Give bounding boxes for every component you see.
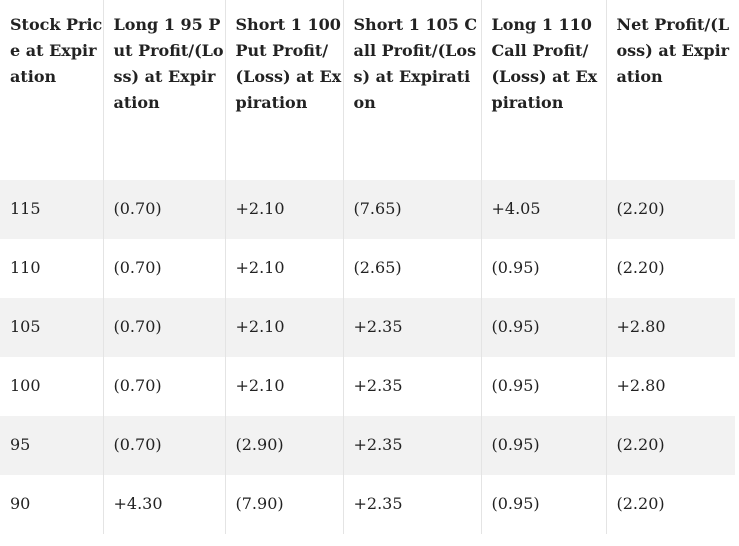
table-cell: 95: [0, 416, 103, 475]
table-cell: (0.70): [102, 298, 225, 357]
table-cell: 115: [0, 180, 103, 239]
table-cell: +2.10: [224, 357, 343, 416]
table-cell: (2.65): [342, 239, 481, 298]
header-long-95-put: Long 1 95 Put Profit/(Loss) at Expiratio…: [102, 0, 225, 180]
table-row: 110 (0.70) +2.10 (2.65) (0.95) (2.20): [0, 239, 735, 298]
table-cell: (0.70): [102, 357, 225, 416]
table-cell: (2.20): [605, 416, 735, 475]
payoff-table: Stock Price at Expiration Long 1 95 Put …: [0, 0, 735, 534]
table-cell: (0.70): [102, 239, 225, 298]
table-cell: (2.20): [605, 180, 735, 239]
table-cell: +2.80: [605, 357, 735, 416]
table-cell: (0.70): [102, 416, 225, 475]
table-cell: (7.65): [342, 180, 481, 239]
table-cell: +2.35: [342, 416, 481, 475]
table-row: 95 (0.70) (2.90) +2.35 (0.95) (2.20): [0, 416, 735, 475]
table-cell: 105: [0, 298, 103, 357]
table-header-row: Stock Price at Expiration Long 1 95 Put …: [0, 0, 735, 180]
table-cell: (0.95): [480, 239, 606, 298]
table-cell: (2.20): [605, 239, 735, 298]
table-cell: (0.95): [480, 357, 606, 416]
table-cell: (2.20): [605, 475, 735, 534]
table-cell: +2.10: [224, 298, 343, 357]
table-cell: 100: [0, 357, 103, 416]
table-row: 105 (0.70) +2.10 +2.35 (0.95) +2.80: [0, 298, 735, 357]
table-cell: +2.10: [224, 180, 343, 239]
table-cell: +2.35: [342, 298, 481, 357]
table-cell: +4.05: [480, 180, 606, 239]
table-cell: (7.90): [224, 475, 343, 534]
table-cell: 90: [0, 475, 103, 534]
table-cell: +2.80: [605, 298, 735, 357]
table-cell: (0.95): [480, 416, 606, 475]
table-cell: (0.95): [480, 475, 606, 534]
header-stock-price: Stock Price at Expiration: [10, 15, 103, 86]
table-cell: (0.95): [480, 298, 606, 357]
table-cell: +2.35: [342, 475, 481, 534]
table-cell: +4.30: [102, 475, 225, 534]
header-short-105-call: Short 1 105 Call Profit/(Loss) at Expira…: [342, 0, 481, 180]
table-row: 115 (0.70) +2.10 (7.65) +4.05 (2.20): [0, 180, 735, 239]
table-cell: +2.10: [224, 239, 343, 298]
table-cell: 110: [0, 239, 103, 298]
header-long-110-call: Long 1 110 Call Profit/(Loss) at Expirat…: [480, 0, 606, 180]
table-cell: +2.35: [342, 357, 481, 416]
table-row: 100 (0.70) +2.10 +2.35 (0.95) +2.80: [0, 357, 735, 416]
table-cell: (0.70): [102, 180, 225, 239]
header-net-profit: Net Profit/(Loss) at Expiration: [605, 0, 735, 180]
table-cell: (2.90): [224, 416, 343, 475]
header-short-100-put: Short 1 100 Put Profit/(Loss) at Expirat…: [224, 0, 343, 180]
table-row: 90 +4.30 (7.90) +2.35 (0.95) (2.20): [0, 475, 735, 534]
